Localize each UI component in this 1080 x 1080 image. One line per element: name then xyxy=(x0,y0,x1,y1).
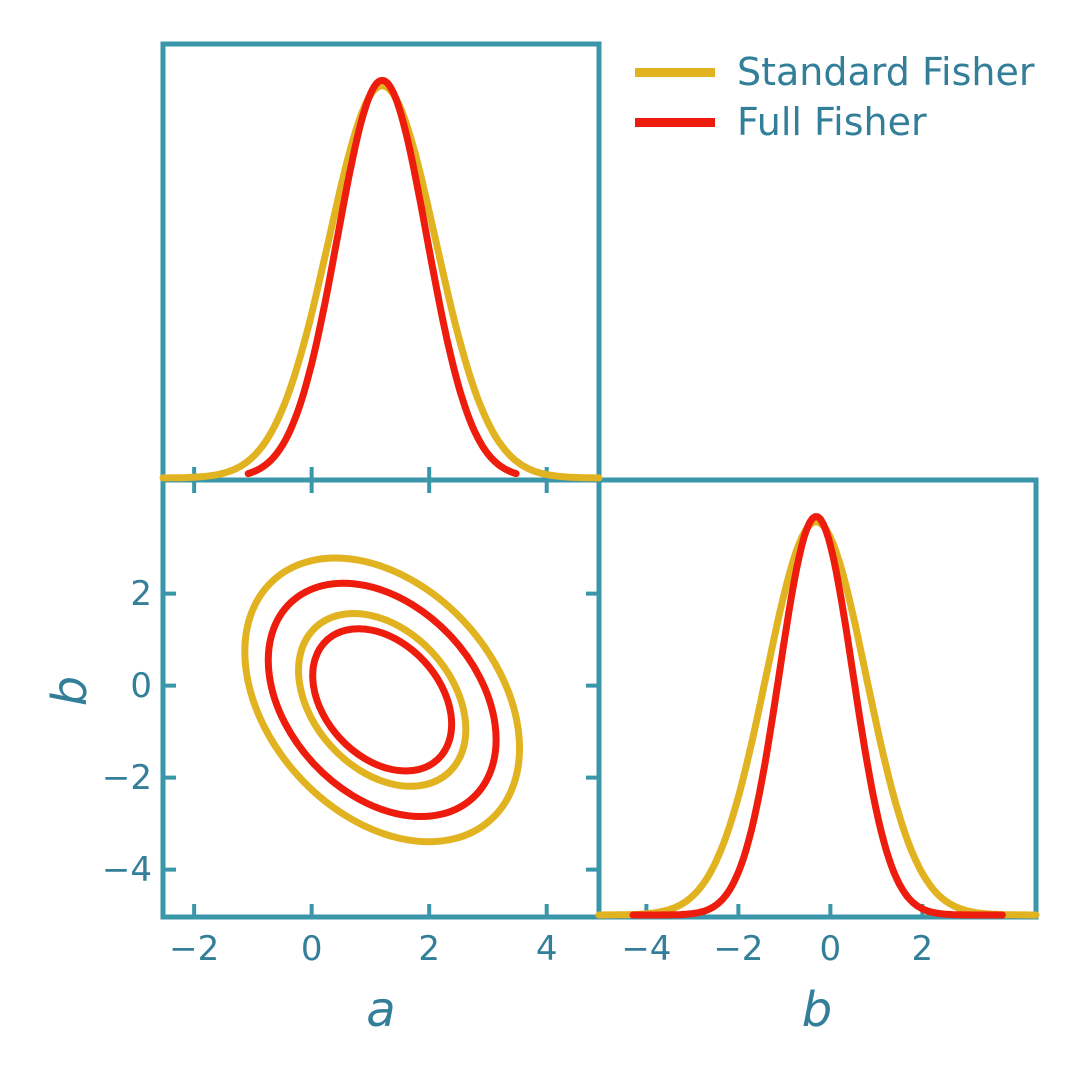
ellipse-2sigma-full-fisher xyxy=(264,579,500,821)
b-tick-label-joint: −4 xyxy=(101,849,152,890)
a-tick-label: −2 xyxy=(169,929,220,969)
spine-right-panel xyxy=(596,477,1039,920)
x-axis-label-b: b xyxy=(801,982,833,1038)
legend: Standard Fisher Full Fisher xyxy=(635,47,1035,147)
spine-joint-panel xyxy=(160,477,602,920)
legend-entry-full-fisher: Full Fisher xyxy=(635,97,1035,147)
a-tick-label: 2 xyxy=(418,929,440,969)
spine-top-panel xyxy=(160,41,602,483)
curve-b-full-fisher xyxy=(629,513,1006,919)
ellipse-1sigma-standard-fisher xyxy=(295,609,470,790)
a-tick-label: 0 xyxy=(300,929,323,969)
b-tick-label-joint: −2 xyxy=(101,757,152,798)
legend-line-full-fisher xyxy=(635,117,715,127)
b-tick-label-right: −2 xyxy=(713,929,764,969)
ellipse-1sigma-full-fisher xyxy=(309,625,456,775)
b-tick-label-right: 2 xyxy=(911,929,934,969)
x-axis-label-a: a xyxy=(366,982,396,1038)
curve-a-standard-fisher xyxy=(159,82,603,482)
b-tick-label-right: 0 xyxy=(819,929,842,969)
b-tick-label-joint: 2 xyxy=(130,573,152,614)
a-tick-label: 4 xyxy=(535,929,558,969)
b-tick-label-joint: 0 xyxy=(130,665,152,706)
ellipse-2sigma-standard-fisher xyxy=(241,554,524,846)
legend-label-standard-fisher: Standard Fisher xyxy=(737,50,1035,94)
legend-entry-standard-fisher: Standard Fisher xyxy=(635,47,1035,97)
legend-label-full-fisher: Full Fisher xyxy=(737,100,927,144)
legend-line-standard-fisher xyxy=(635,67,715,77)
y-axis-label-b: b xyxy=(42,675,98,707)
b-tick-label-right: −4 xyxy=(621,929,672,969)
curve-b-standard-fisher xyxy=(595,518,1040,919)
curve-a-full-fisher xyxy=(244,76,520,478)
